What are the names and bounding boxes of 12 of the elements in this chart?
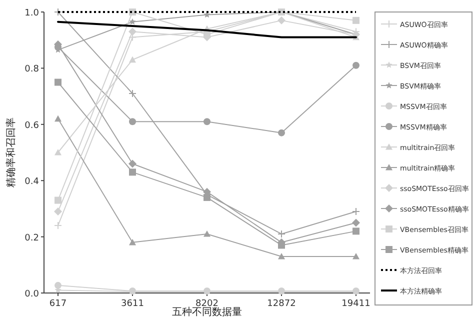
x-tick-label: 617 [49,299,67,309]
x-axis-title: 五种不同数据量 [172,306,242,318]
y-tick-label: 0.6 [24,120,40,131]
y-tick-label: 0.2 [24,233,39,244]
y-tick-label: 0.0 [24,290,40,300]
x-tick-label: 12872 [267,299,296,309]
y-axis-title: 精确率和召回率 [5,118,17,188]
y-tick-label: 0.4 [24,177,40,188]
y-tick-label: 1.0 [24,8,40,18]
x-tick-label: 19411 [342,299,370,309]
x-tick-label: 3611 [121,299,144,309]
y-tick-label: 0.8 [24,64,40,75]
